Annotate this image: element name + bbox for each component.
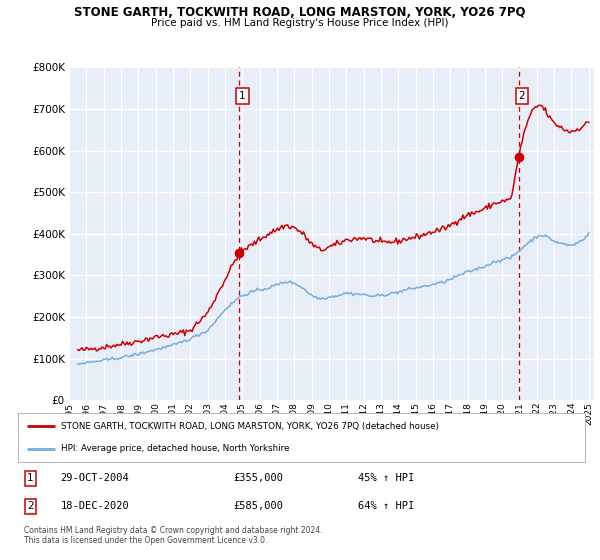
Text: Price paid vs. HM Land Registry's House Price Index (HPI): Price paid vs. HM Land Registry's House … [151,18,449,28]
Text: 1: 1 [239,91,246,101]
Text: £355,000: £355,000 [233,473,283,483]
Text: HPI: Average price, detached house, North Yorkshire: HPI: Average price, detached house, Nort… [61,444,289,453]
Text: 29-OCT-2004: 29-OCT-2004 [61,473,129,483]
Text: This data is licensed under the Open Government Licence v3.0.: This data is licensed under the Open Gov… [24,536,268,545]
Text: 2: 2 [27,501,34,511]
Text: Contains HM Land Registry data © Crown copyright and database right 2024.: Contains HM Land Registry data © Crown c… [24,526,323,535]
Text: STONE GARTH, TOCKWITH ROAD, LONG MARSTON, YORK, YO26 7PQ: STONE GARTH, TOCKWITH ROAD, LONG MARSTON… [74,6,526,18]
Text: 18-DEC-2020: 18-DEC-2020 [61,501,129,511]
Text: 45% ↑ HPI: 45% ↑ HPI [358,473,415,483]
Text: STONE GARTH, TOCKWITH ROAD, LONG MARSTON, YORK, YO26 7PQ (detached house): STONE GARTH, TOCKWITH ROAD, LONG MARSTON… [61,422,439,431]
Text: £585,000: £585,000 [233,501,283,511]
Text: 2: 2 [518,91,525,101]
Text: 64% ↑ HPI: 64% ↑ HPI [358,501,415,511]
Text: 1: 1 [27,473,34,483]
